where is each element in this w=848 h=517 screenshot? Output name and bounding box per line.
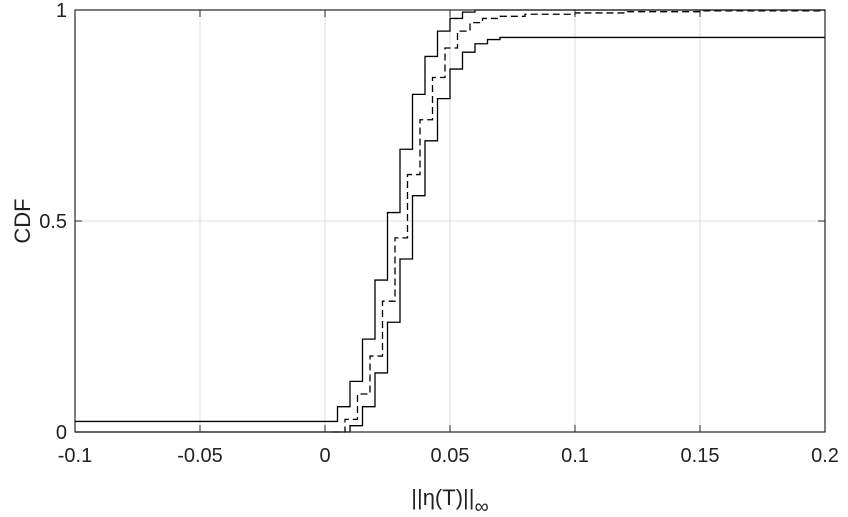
x-tick-label: 0.05 — [431, 445, 470, 467]
axis-ticks — [74, 9, 826, 433]
y-tick-label: 1 — [56, 0, 67, 22]
x-tick-label: 0.2 — [811, 445, 839, 467]
x-tick-label: 0 — [319, 445, 330, 467]
series-line-3-solid — [75, 36, 825, 433]
series-line-1-solid — [75, 9, 825, 423]
x-tick-label: -0.05 — [177, 445, 223, 467]
y-tick-labels: 00.51 — [39, 0, 67, 444]
x-tick-labels: -0.1 -0.05 0 0.05 0.1 0.15 0.2 — [58, 445, 839, 467]
y-tick-label: 0 — [56, 422, 67, 444]
y-tick-label: 0.5 — [39, 211, 67, 233]
x-axis-label-main: ||η(T)|| — [411, 485, 474, 510]
x-axis-label-subscript: ∞ — [474, 496, 488, 517]
x-axis-label: ||η(T)||∞ — [411, 485, 488, 517]
x-tick-label: 0.1 — [561, 445, 589, 467]
x-tick-label: -0.1 — [58, 445, 92, 467]
y-axis-label: CDF — [10, 198, 35, 243]
x-tick-label: 0.15 — [681, 445, 720, 467]
